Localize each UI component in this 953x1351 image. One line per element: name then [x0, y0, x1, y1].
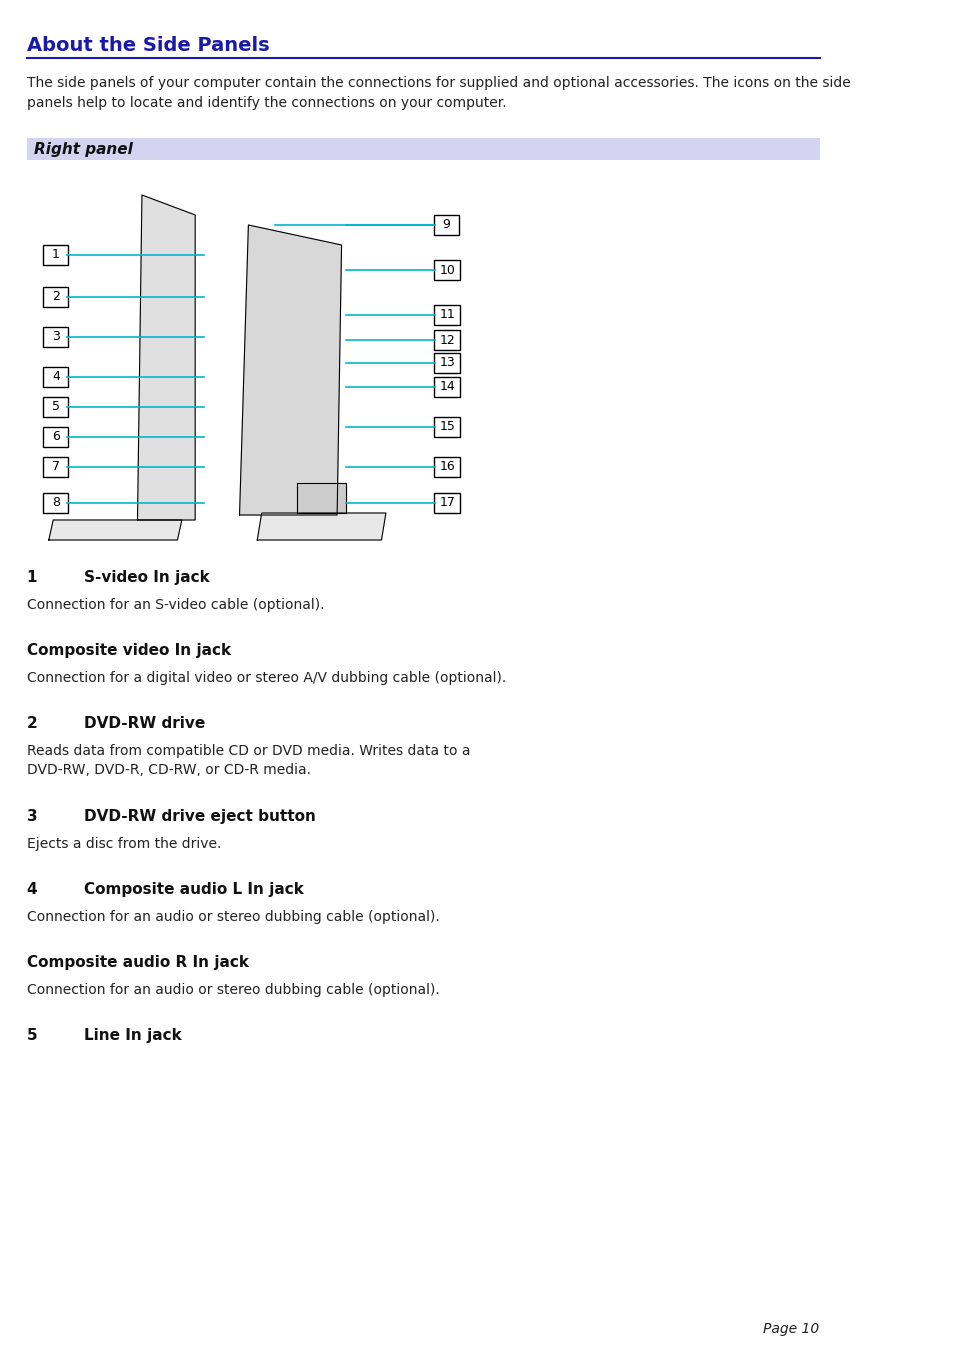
Text: 8: 8: [51, 497, 60, 509]
Text: 11: 11: [438, 308, 455, 322]
Text: Composite video In jack: Composite video In jack: [27, 643, 231, 658]
Text: 7: 7: [51, 461, 60, 473]
Polygon shape: [297, 484, 346, 513]
Text: 17: 17: [438, 497, 455, 509]
Text: Connection for an audio or stereo dubbing cable (optional).: Connection for an audio or stereo dubbin…: [27, 984, 439, 997]
Text: 1: 1: [27, 570, 37, 585]
Text: Right panel: Right panel: [33, 142, 132, 157]
Text: Connection for an audio or stereo dubbing cable (optional).: Connection for an audio or stereo dubbin…: [27, 911, 439, 924]
Text: DVD-RW drive: DVD-RW drive: [84, 716, 205, 731]
FancyBboxPatch shape: [434, 215, 458, 235]
Text: 1: 1: [51, 249, 60, 262]
Text: Connection for a digital video or stereo A/V dubbing cable (optional).: Connection for a digital video or stereo…: [27, 671, 505, 685]
Text: 2: 2: [51, 290, 60, 304]
FancyBboxPatch shape: [434, 353, 460, 373]
FancyBboxPatch shape: [434, 305, 460, 326]
Text: 10: 10: [438, 263, 455, 277]
FancyBboxPatch shape: [44, 286, 69, 307]
FancyBboxPatch shape: [27, 165, 819, 555]
FancyBboxPatch shape: [434, 330, 460, 350]
Text: 4: 4: [51, 370, 60, 384]
Text: 3: 3: [51, 331, 60, 343]
Text: Composite audio L In jack: Composite audio L In jack: [84, 882, 304, 897]
Polygon shape: [137, 195, 195, 520]
Text: Line In jack: Line In jack: [84, 1028, 182, 1043]
Text: 2: 2: [27, 716, 37, 731]
Text: 14: 14: [438, 381, 455, 393]
Text: 5: 5: [51, 400, 60, 413]
Text: Reads data from compatible CD or DVD media. Writes data to a
DVD-RW, DVD-R, CD-R: Reads data from compatible CD or DVD med…: [27, 744, 470, 777]
FancyBboxPatch shape: [44, 327, 69, 347]
Text: Connection for an S-video cable (optional).: Connection for an S-video cable (optiona…: [27, 598, 324, 612]
FancyBboxPatch shape: [44, 245, 69, 265]
Text: 5: 5: [27, 1028, 37, 1043]
Text: 3: 3: [27, 809, 37, 824]
Text: 15: 15: [438, 420, 455, 434]
FancyBboxPatch shape: [44, 367, 69, 386]
Text: Ejects a disc from the drive.: Ejects a disc from the drive.: [27, 838, 221, 851]
Polygon shape: [239, 226, 341, 515]
Text: The side panels of your computer contain the connections for supplied and option: The side panels of your computer contain…: [27, 76, 849, 109]
Text: 13: 13: [438, 357, 455, 370]
Polygon shape: [257, 513, 386, 540]
Text: Composite audio R In jack: Composite audio R In jack: [27, 955, 249, 970]
Text: 16: 16: [438, 461, 455, 473]
Text: About the Side Panels: About the Side Panels: [27, 36, 269, 55]
Text: 6: 6: [51, 431, 60, 443]
FancyBboxPatch shape: [27, 138, 819, 159]
Text: DVD-RW drive eject button: DVD-RW drive eject button: [84, 809, 315, 824]
FancyBboxPatch shape: [434, 493, 460, 513]
FancyBboxPatch shape: [434, 259, 460, 280]
Text: Page 10: Page 10: [762, 1323, 819, 1336]
Text: 9: 9: [442, 219, 450, 231]
FancyBboxPatch shape: [44, 397, 69, 417]
Text: S-video In jack: S-video In jack: [84, 570, 210, 585]
FancyBboxPatch shape: [44, 457, 69, 477]
Polygon shape: [49, 520, 182, 540]
FancyBboxPatch shape: [44, 493, 69, 513]
Text: 12: 12: [438, 334, 455, 346]
Text: 4: 4: [27, 882, 37, 897]
FancyBboxPatch shape: [434, 417, 460, 436]
FancyBboxPatch shape: [434, 457, 460, 477]
FancyBboxPatch shape: [44, 427, 69, 447]
FancyBboxPatch shape: [434, 377, 460, 397]
